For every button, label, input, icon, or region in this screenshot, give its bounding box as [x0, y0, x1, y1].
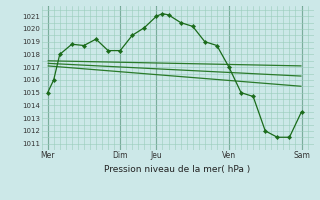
- X-axis label: Pression niveau de la mer( hPa ): Pression niveau de la mer( hPa ): [104, 165, 251, 174]
